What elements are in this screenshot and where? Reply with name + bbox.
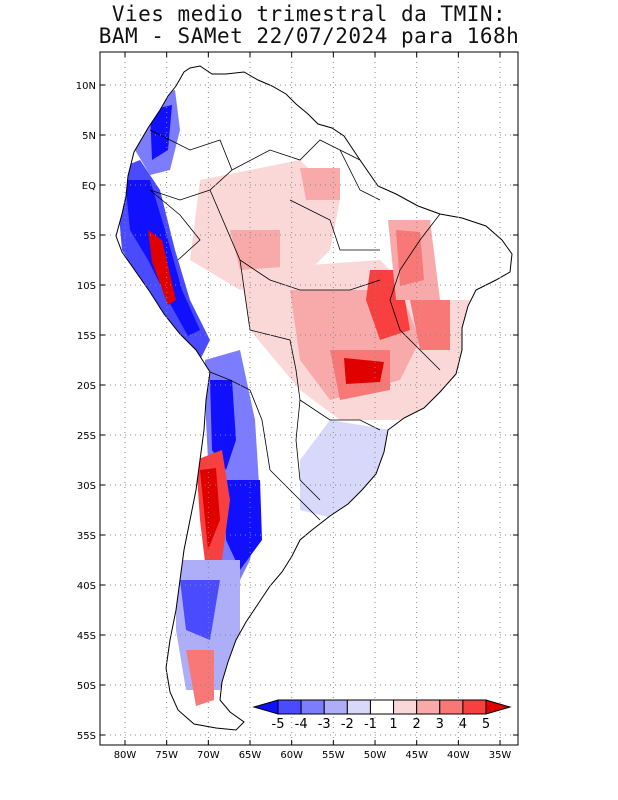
colorbar-label: 5 <box>482 717 490 732</box>
lat-label: 35S <box>77 531 96 542</box>
lat-label: 5N <box>82 131 96 142</box>
axis-ticks <box>100 52 518 745</box>
lat-label: 30S <box>77 481 96 492</box>
lat-label: 25S <box>77 431 96 442</box>
lat-label: EQ <box>82 181 96 192</box>
colorbar-box <box>393 699 418 715</box>
colorbar-label: 4 <box>459 717 467 732</box>
lon-label: 55W <box>322 750 345 761</box>
colorbar-box <box>369 699 395 715</box>
colorbar-label: -2 <box>341 717 354 732</box>
lon-label: 80W <box>114 750 137 761</box>
colorbar-box <box>346 699 371 715</box>
longitude-labels: 80W 75W 70W 65W 60W 55W 50W 45W 40W 35W <box>114 750 512 761</box>
colorbar-box <box>323 699 348 715</box>
colorbar-box <box>439 699 464 715</box>
colorbar-label: -1 <box>364 717 377 732</box>
map-title-line1: Vies medio trimestral da TMIN: <box>111 2 507 26</box>
lat-label: 10S <box>77 281 96 292</box>
lon-label: 50W <box>364 750 387 761</box>
country-borders <box>149 129 441 521</box>
colorbar-box <box>416 699 441 715</box>
colorbar-label: -5 <box>272 717 285 732</box>
lon-label: 70W <box>197 750 220 761</box>
lat-label: 5S <box>83 231 96 242</box>
colorbar-box <box>462 699 487 715</box>
lat-label: 15S <box>77 331 96 342</box>
lat-label: 40S <box>77 581 96 592</box>
colorbar-box <box>300 699 325 715</box>
map-grid <box>100 52 518 745</box>
lon-label: 60W <box>280 750 303 761</box>
latitude-labels: 10N 5N EQ 5S 10S 15S 20S 25S 30S 35S 40S 45S 50S 55S <box>76 81 96 742</box>
lon-label: 35W <box>489 750 512 761</box>
colorbar-label: 3 <box>436 717 444 732</box>
lat-label: 45S <box>77 631 96 642</box>
colorbar-arrow-right <box>485 699 512 715</box>
lon-label: 75W <box>155 750 178 761</box>
lat-label: 55S <box>77 731 96 742</box>
lat-label: 50S <box>77 681 96 692</box>
lon-label: 65W <box>239 750 262 761</box>
lon-label: 40W <box>447 750 470 761</box>
colorbar-label: -3 <box>318 717 331 732</box>
map-frame <box>99 51 519 746</box>
colorbar: -5 -4 -3 -2 -1 1 2 3 4 5 <box>252 699 512 732</box>
lon-label: 45W <box>405 750 428 761</box>
colorbar-box <box>277 699 302 715</box>
colorbar-label: 2 <box>413 717 421 732</box>
lat-label: 20S <box>77 381 96 392</box>
map-title-line2: BAM - SAMet 22/07/2024 para 168h <box>98 24 520 48</box>
colorbar-label: 1 <box>389 717 397 732</box>
lat-label: 10N <box>76 81 96 92</box>
colorbar-label: -4 <box>295 717 308 732</box>
